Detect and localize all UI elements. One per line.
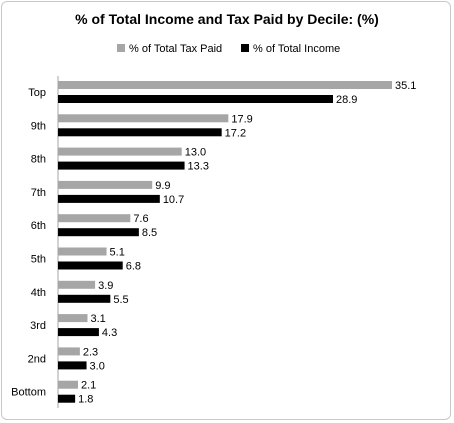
bar-tax-paid [58,280,96,289]
bar-total-income [58,228,139,237]
bar-tax-paid [58,81,392,89]
data-label-total-income: 8.5 [142,227,157,239]
category-label: 2nd [28,353,46,365]
data-label-total-income: 3.0 [90,360,105,372]
bar-total-income [58,294,111,303]
category-label: 3rd [30,320,46,332]
category-label: 4th [31,287,46,299]
data-label-tax-paid: 35.1 [395,80,416,92]
bar-total-income [58,394,76,403]
data-label-tax-paid: 2.1 [81,380,96,392]
data-label-tax-paid: 17.9 [231,113,252,125]
legend: % of Total Tax Paid % of Total Income [117,43,340,55]
data-label-tax-paid: 9.9 [155,180,170,192]
bar-tax-paid [58,247,107,256]
bar-total-income [58,361,87,370]
category-label: 6th [31,220,46,232]
bar-tax-paid [58,180,153,189]
bar-tax-paid [58,214,131,223]
chart-marks: Top 35.1 28.9 9th 17.9 17.2 8th 13.0 13.3 7th 9.9 1… [11,80,416,406]
data-label-tax-paid: 13.0 [185,147,206,159]
legend-swatch-income [241,44,249,52]
category-label: Top [28,87,46,99]
data-label-total-income: 4.3 [102,327,117,339]
bar-total-income [58,328,99,337]
bar-total-income [58,161,185,170]
data-label-tax-paid: 2.3 [83,346,98,358]
bar-tax-paid [58,147,182,156]
data-label-total-income: 6.8 [126,261,141,273]
legend-label-income: % of Total Income [253,43,340,55]
chart-title: % of Total Income and Tax Paid by Decile… [75,11,379,27]
bar-total-income [58,261,123,270]
category-label: 5th [31,254,46,266]
legend-label-tax: % of Total Tax Paid [129,43,222,55]
data-label-total-income: 28.9 [336,94,357,106]
data-label-tax-paid: 5.1 [110,247,125,259]
category-label: 7th [31,187,46,199]
bar-total-income [58,128,222,137]
data-label-tax-paid: 7.6 [133,213,148,225]
bar-tax-paid [58,114,229,123]
category-label: 9th [31,120,46,132]
data-label-total-income: 1.8 [78,394,93,406]
data-label-tax-paid: 3.1 [90,313,105,325]
bar-tax-paid [58,347,80,356]
data-label-total-income: 5.5 [113,294,128,306]
category-label: Bottom [11,387,46,399]
bar-tax-paid [58,380,78,389]
bar-total-income [58,95,334,103]
data-label-total-income: 13.3 [188,161,209,173]
bar-tax-paid [58,314,88,323]
data-label-total-income: 17.2 [225,127,246,139]
data-label-tax-paid: 3.9 [98,280,113,292]
legend-swatch-tax [117,44,125,52]
bar-total-income [58,194,160,203]
data-label-total-income: 10.7 [163,194,184,206]
category-label: 8th [31,154,46,166]
